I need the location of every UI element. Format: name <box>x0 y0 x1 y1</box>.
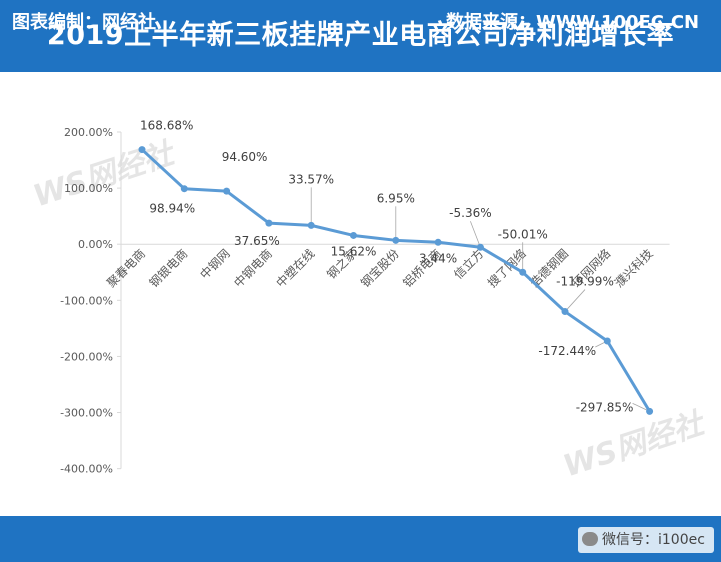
data-point <box>392 236 400 244</box>
footer-credit: 图表编制：网经社 <box>12 12 156 33</box>
data-label: 6.95% <box>377 191 415 205</box>
x-tick-label: 聚春电商 <box>104 246 149 291</box>
y-tick-label: -300.00% <box>60 407 113 420</box>
data-label: -5.36% <box>449 206 491 220</box>
data-label: 33.57% <box>288 172 334 186</box>
data-point <box>307 221 315 229</box>
y-tick-label: 200.00% <box>64 126 113 139</box>
data-label-leader <box>564 289 586 312</box>
data-point <box>646 407 654 415</box>
wechat-text: 微信号：i100ec <box>602 532 705 548</box>
data-point <box>561 308 569 316</box>
y-tick-label: -400.00% <box>60 463 113 476</box>
data-point <box>434 238 442 246</box>
data-label: -50.01% <box>498 227 548 241</box>
header-bar <box>0 0 721 72</box>
wechat-icon <box>582 532 598 546</box>
data-point <box>223 187 231 195</box>
data-label: 3.44% <box>419 251 457 265</box>
data-label: -297.85% <box>576 400 634 414</box>
data-label: 168.68% <box>140 119 193 133</box>
x-tick-label: 中塑在线 <box>273 246 318 291</box>
chart-title: 2019上半年新三板挂牌产业电商公司净利润增长率 <box>46 20 675 51</box>
y-tick-label: -100.00% <box>60 294 113 307</box>
data-point <box>350 231 357 239</box>
data-point <box>265 219 273 227</box>
data-point <box>476 243 484 251</box>
y-tick-label: -200.00% <box>60 350 113 363</box>
data-label-leader <box>470 221 481 248</box>
footer-source: 数据来源：WWW.100EC.CN <box>446 12 700 33</box>
data-label: -119.99% <box>556 275 614 289</box>
y-tick-label: 0.00% <box>78 238 113 251</box>
series-group: 168.68% 98.94% 94.60% 37.65% 33.57% 15.62% 6.9… <box>138 119 654 415</box>
data-point <box>138 146 146 154</box>
data-label: 94.60% <box>222 150 268 164</box>
x-tick-label: 钢银电商 <box>146 246 191 291</box>
data-label: -172.44% <box>538 344 596 358</box>
x-tick-label: 濮兴科技 <box>611 246 656 291</box>
data-label: 98.94% <box>149 202 195 216</box>
data-label: 15.62% <box>331 244 377 258</box>
x-tick-label: 中钢电商 <box>230 246 275 291</box>
data-point <box>519 268 527 276</box>
data-label: 37.65% <box>234 234 280 248</box>
y-tick-label: 100.00% <box>64 182 113 195</box>
data-point <box>180 185 188 193</box>
data-point <box>603 337 611 345</box>
y-axis: 200.00% 100.00% 0.00% -100.00% -200.00% -300.… <box>60 126 122 476</box>
wechat-badge: 微信号：i100ec <box>578 527 714 553</box>
x-tick-label: 中钢网 <box>197 246 233 282</box>
line-chart: 200.00% 100.00% 0.00% -100.00% -200.00% -300.… <box>60 119 670 476</box>
